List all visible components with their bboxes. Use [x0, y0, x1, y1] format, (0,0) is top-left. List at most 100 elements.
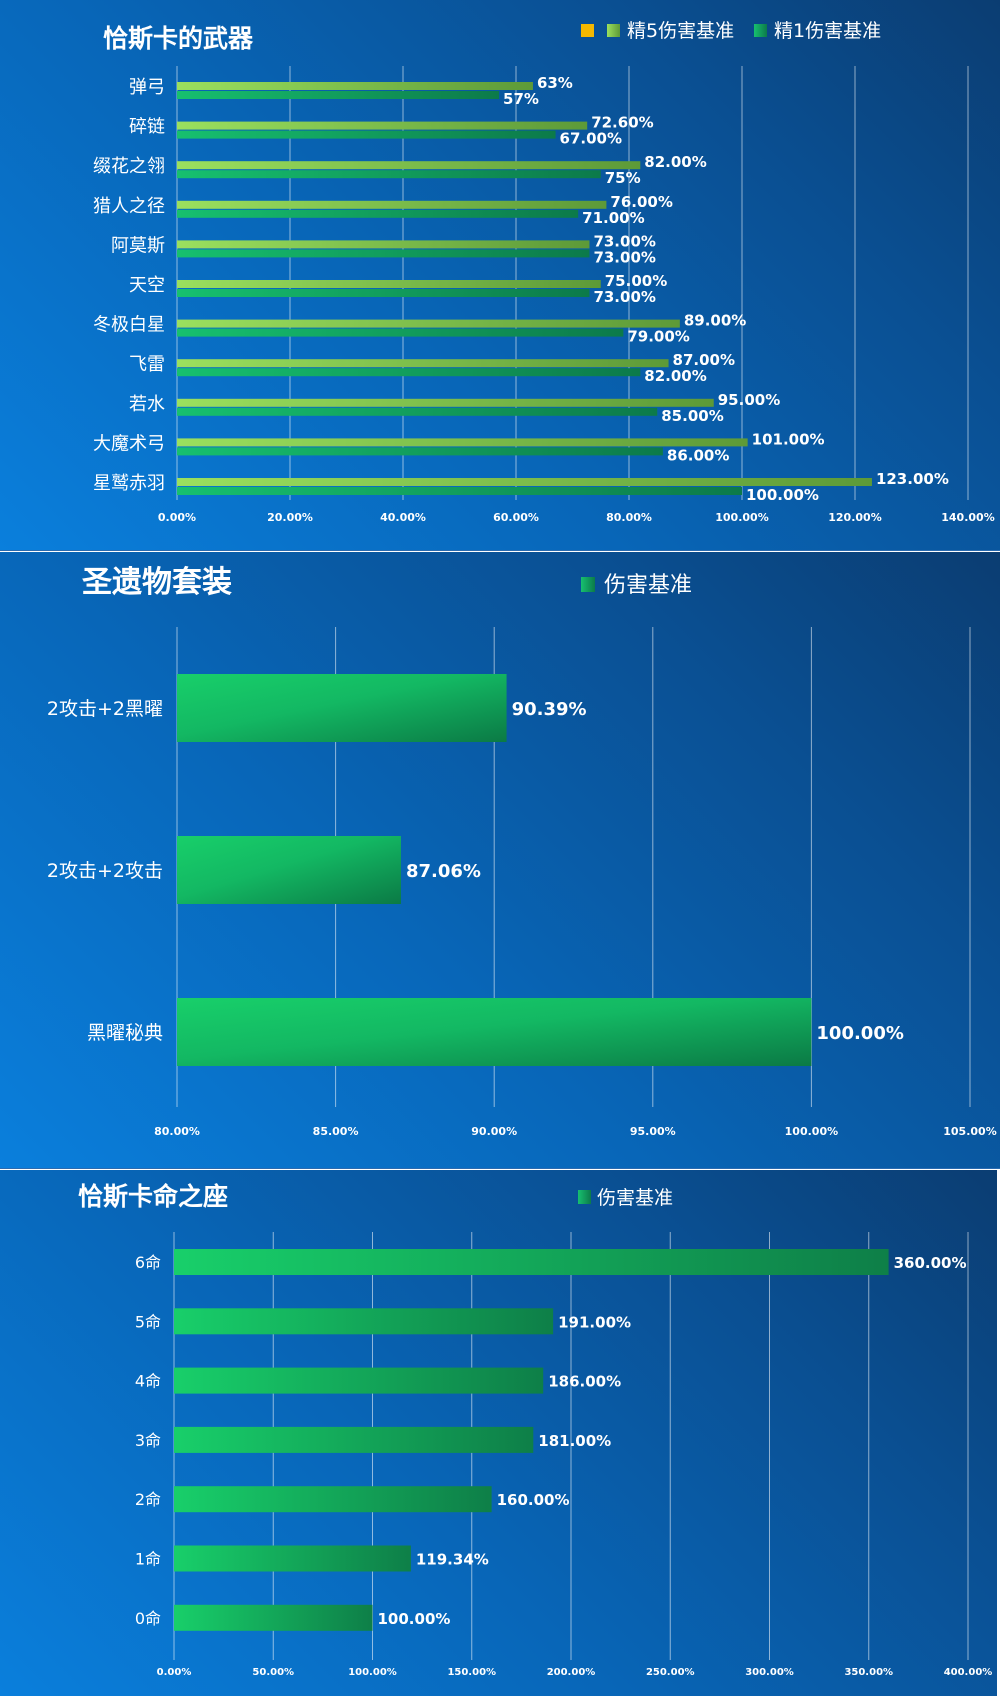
x-tick-label: 140.00%	[941, 511, 994, 524]
bar-refine1	[177, 130, 556, 139]
category-label: 飞雷	[129, 354, 165, 375]
category-label: 猎人之径	[93, 196, 165, 217]
bar-refine5	[177, 240, 590, 249]
data-label-refine5: 72.60%	[591, 114, 653, 132]
bar-refine5	[177, 200, 607, 209]
category-label: 若水	[129, 394, 165, 415]
x-tick-label: 95.00%	[630, 1125, 676, 1138]
bar-refine5	[177, 398, 714, 407]
x-axis-ticks: 0.00% 20.00% 40.00% 60.00% 80.00% 100.00% 120.…	[158, 511, 995, 524]
category-label: 黑曜秘典	[87, 1022, 163, 1044]
data-label-refine5: 95.00%	[718, 391, 780, 409]
data-label-refine1: 82.00%	[644, 367, 706, 385]
bar-refine1	[177, 407, 658, 416]
data-label: 119.34%	[416, 1551, 489, 1569]
data-label-refine1: 75%	[605, 169, 641, 187]
x-tick-label: 400.00%	[944, 1667, 993, 1678]
x-tick-label: 0.00%	[158, 511, 196, 524]
bar-refine1	[177, 368, 641, 377]
legend-swatch-damage	[578, 1190, 591, 1204]
bar-refine5	[177, 82, 533, 90]
bars	[177, 82, 872, 495]
artifact-chart-panel: 圣遗物套装 伤害基准 2攻击+2黑曜 2攻击+2攻击 黑曜秘典 90.39% 87.0…	[0, 552, 1000, 1169]
category-label: 2命	[135, 1490, 161, 1509]
bar-refine1	[177, 170, 601, 179]
data-label-refine5: 63%	[537, 74, 573, 92]
data-label-refine5: 73.00%	[593, 232, 655, 250]
category-label: 碎链	[129, 117, 165, 138]
weapons-chart: 恰斯卡的武器 精5伤害基准 精1伤害基准 弹弓碎链缀花之翎猎人之径阿莫斯天空冬极…	[93, 20, 995, 524]
data-labels: 63%57%72.60%67.00%82.00%75%76.00%71.00%7…	[503, 74, 949, 504]
data-label-refine5: 82.00%	[644, 153, 706, 171]
legend: 精5伤害基准 精1伤害基准	[581, 20, 881, 42]
category-label: 天空	[129, 275, 165, 296]
category-label: 阿莫斯	[111, 235, 165, 256]
x-axis-ticks: 80.00% 85.00% 90.00% 95.00% 100.00% 105.00%	[154, 1125, 997, 1138]
x-tick-label: 100.00%	[785, 1125, 838, 1138]
legend-label-damage: 伤害基准	[597, 1187, 673, 1209]
data-label: 100.00%	[816, 1023, 904, 1044]
x-tick-label: 90.00%	[471, 1125, 517, 1138]
x-tick-label: 60.00%	[493, 511, 539, 524]
data-label: 360.00%	[894, 1254, 967, 1272]
legend-label-refine1: 精1伤害基准	[774, 20, 881, 42]
legend-swatch-refine5	[607, 24, 620, 37]
constellation-chart-panel: 恰斯卡命之座 伤害基准 6命 5命 4命 3命 2命 1命 0命 360.00% 191.00…	[0, 1170, 997, 1696]
x-tick-label: 85.00%	[313, 1125, 359, 1138]
bar-refine1	[177, 91, 500, 99]
bar-damage	[177, 998, 812, 1066]
legend-swatch-unnamed	[581, 24, 594, 37]
data-label-refine1: 100.00%	[746, 486, 819, 504]
data-label-refine5: 87.00%	[673, 351, 735, 369]
x-tick-label: 150.00%	[447, 1667, 496, 1678]
category-label: 1命	[135, 1550, 161, 1569]
data-label-refine1: 85.00%	[661, 407, 723, 425]
bar-refine1	[177, 447, 663, 456]
bar-refine1	[177, 249, 590, 258]
x-tick-label: 250.00%	[646, 1667, 695, 1678]
bar-refine1	[177, 487, 742, 495]
data-label-refine1: 67.00%	[560, 130, 622, 148]
bar-refine1	[177, 209, 579, 218]
data-label: 90.39%	[512, 699, 587, 720]
legend-label-damage: 伤害基准	[604, 573, 692, 598]
bar-damage	[174, 1249, 889, 1275]
bar-refine5	[177, 161, 641, 170]
category-label: 冬极白星	[93, 315, 165, 336]
constellation-chart: 恰斯卡命之座 伤害基准 6命 5命 4命 3命 2命 1命 0命 360.00% 191.00…	[78, 1182, 993, 1678]
x-tick-label: 350.00%	[844, 1667, 893, 1678]
bar-refine1	[177, 328, 624, 337]
bar-refine5	[177, 121, 588, 130]
x-tick-label: 105.00%	[943, 1125, 996, 1138]
x-tick-label: 100.00%	[715, 511, 768, 524]
bar-damage	[174, 1367, 544, 1394]
bar-refine5	[177, 478, 872, 486]
bar-damage	[177, 836, 401, 904]
legend: 伤害基准	[581, 573, 692, 598]
category-label: 5命	[135, 1312, 161, 1331]
data-label-refine1: 57%	[503, 90, 539, 108]
chart-title: 圣遗物套装	[82, 565, 232, 600]
x-tick-label: 100.00%	[348, 1667, 397, 1678]
x-tick-label: 120.00%	[828, 511, 881, 524]
data-label-refine1: 71.00%	[582, 209, 644, 227]
x-tick-label: 50.00%	[252, 1667, 294, 1678]
data-labels: 360.00% 191.00% 186.00% 181.00% 160.00% 119.3…	[378, 1254, 967, 1628]
category-label: 缀花之翎	[93, 156, 165, 177]
x-tick-label: 80.00%	[154, 1125, 200, 1138]
data-label-refine5: 123.00%	[876, 470, 949, 488]
x-axis-ticks: 0.00% 50.00% 100.00% 150.00% 200.00% 250.00% 3…	[157, 1667, 993, 1678]
category-label: 0命	[135, 1609, 161, 1628]
bars	[174, 1249, 889, 1631]
legend-swatch-damage	[581, 577, 595, 592]
legend: 伤害基准	[578, 1187, 673, 1209]
category-label: 2攻击+2攻击	[47, 860, 163, 882]
x-tick-label: 0.00%	[157, 1667, 192, 1678]
gridlines	[173, 1232, 969, 1660]
chart-title: 恰斯卡的武器	[103, 24, 254, 53]
bar-damage	[174, 1426, 534, 1453]
bar-refine1	[177, 289, 590, 297]
bar-refine5	[177, 280, 601, 288]
